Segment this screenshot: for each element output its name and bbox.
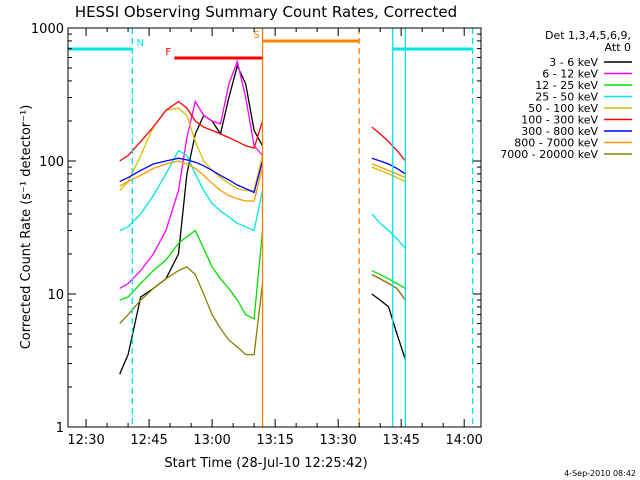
x-tick-label-4: 13:30 — [319, 433, 356, 448]
series-line-6-segment1 — [119, 157, 264, 194]
legend-label-5: 100 - 300 keV — [521, 114, 598, 127]
series-line-6-segment2 — [371, 157, 406, 175]
series-layer — [119, 59, 407, 375]
x-axis-label: Start Time (28-Jul-10 12:25:42) — [164, 456, 367, 471]
chart-title: HESSI Observing Summary Count Rates, Cor… — [75, 3, 457, 21]
y-tick-label-0: 1 — [56, 421, 64, 436]
series-line-7-segment2 — [371, 163, 406, 179]
x-tick-label-1: 12:45 — [130, 433, 167, 448]
series-line-3-segment2 — [371, 213, 406, 249]
legend-label-6: 300 - 800 keV — [521, 125, 598, 138]
series-line-5-segment1 — [119, 100, 264, 162]
series-line-1-segment1 — [119, 59, 263, 290]
series-line-2-segment2 — [371, 270, 406, 290]
flag-label-1: F — [165, 47, 171, 58]
series-line-2-segment1 — [119, 229, 264, 320]
legend-label-4: 50 - 100 keV — [528, 102, 598, 115]
series-line-8-segment1 — [119, 266, 264, 356]
y-tick-label-1: 10 — [47, 288, 64, 303]
series-line-4-segment2 — [371, 166, 406, 183]
legend-label-7: 800 - 7000 keV — [514, 137, 598, 150]
flag-layer: N F S — [68, 30, 473, 60]
legend-label-3: 25 - 50 keV — [535, 91, 598, 104]
x-tick-label-3: 13:15 — [256, 433, 293, 448]
series-line-0-segment2 — [371, 293, 407, 361]
plot-frame — [67, 27, 482, 428]
series-line-8-segment2 — [371, 274, 406, 301]
series-line-3-segment1 — [119, 149, 264, 232]
flag-label-0: N — [137, 38, 144, 49]
flag-label-2: S — [253, 30, 259, 41]
series-line-7-segment1 — [119, 160, 264, 202]
legend-label-2: 12 - 25 keV — [535, 79, 598, 92]
x-tick-label-2: 13:00 — [193, 433, 230, 448]
marker-layer — [131, 28, 474, 427]
legend-header-line-2: Att 0 — [605, 41, 631, 54]
legend-label-8: 7000 - 20000 keV — [500, 148, 598, 161]
series-line-4-segment1 — [119, 107, 264, 192]
x-tick-label-5: 13:45 — [382, 433, 419, 448]
axis-layer: 12:30 12:45 13:00 13:15 13:30 13:45 14:00 1 10 10… — [31, 22, 483, 448]
legend-label-0: 3 - 6 keV — [549, 56, 598, 69]
x-tick-label-0: 12:30 — [67, 433, 104, 448]
y-axis-label: Corrected Count Rate (s⁻¹ detector⁻¹) — [19, 105, 34, 350]
x-tick-label-6: 14:00 — [445, 433, 482, 448]
y-tick-label-3: 1000 — [31, 22, 64, 37]
legend-header-line-1: Det 1,3,4,5,6,9, — [545, 29, 631, 42]
footer-date: 4-Sep-2010 08:42 — [564, 469, 636, 478]
legend-label-1: 6 - 12 keV — [542, 68, 598, 81]
series-line-5-segment2 — [371, 126, 406, 162]
y-tick-label-2: 100 — [39, 155, 64, 170]
